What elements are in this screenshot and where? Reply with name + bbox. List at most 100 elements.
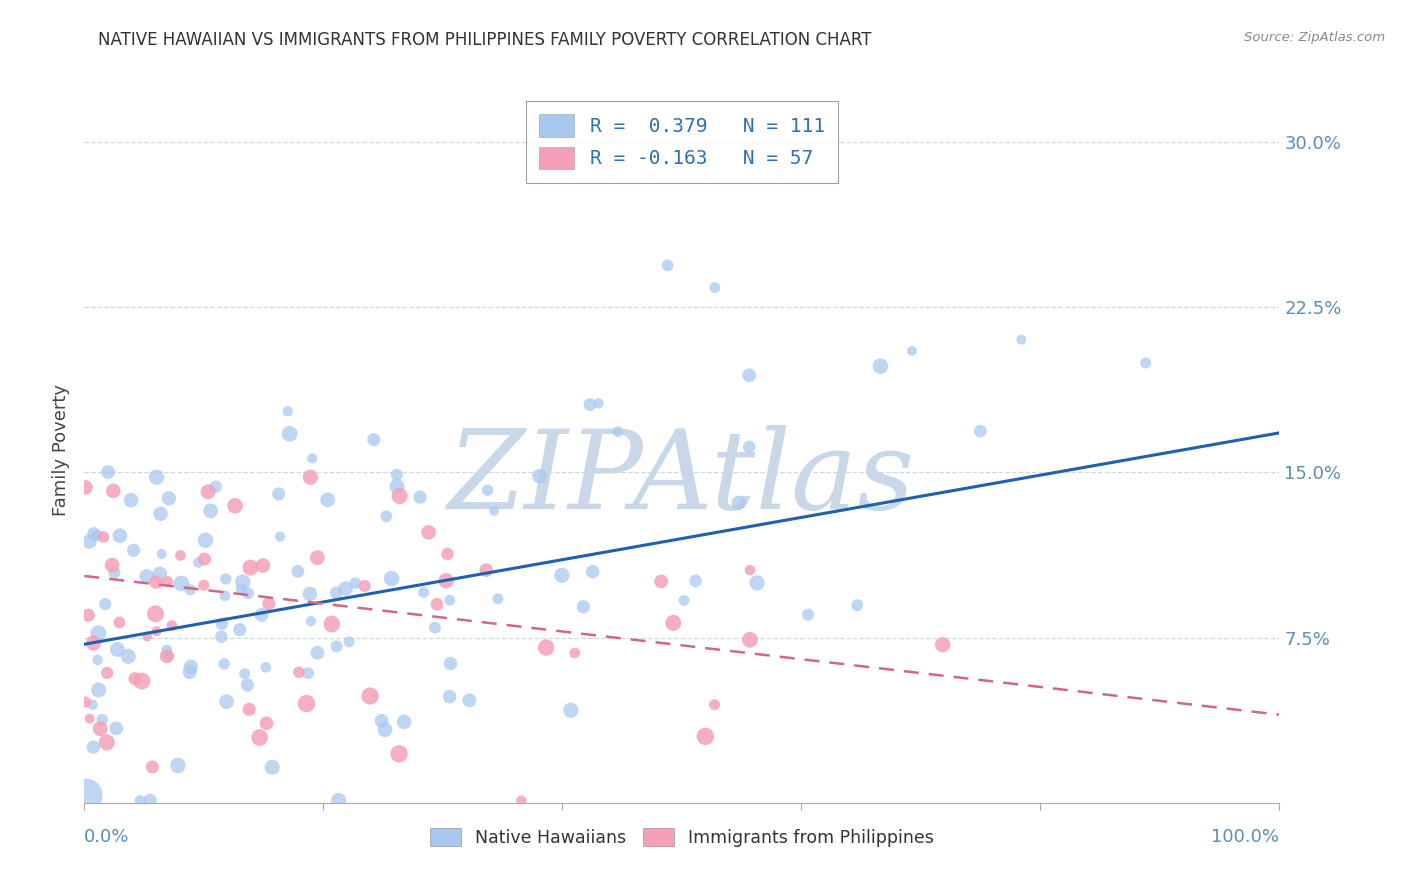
Point [120,493,142,508]
Point [82,636,104,650]
Point [149,567,172,582]
Point [475,563,498,577]
Point [124,672,146,686]
Point [375,509,398,524]
Point [149,507,172,521]
Point [363,433,385,447]
Point [564,646,586,660]
Point [703,698,725,712]
Point [156,574,179,589]
Point [335,582,357,596]
Point [262,760,284,774]
Point [458,693,481,707]
Point [328,794,350,808]
Point [325,586,347,600]
Point [337,635,360,649]
Point [141,760,163,774]
Point [215,572,238,586]
Point [86,529,108,543]
Point [135,569,157,583]
Point [1135,356,1157,370]
Point [97,465,120,479]
Point [797,607,820,622]
Point [139,794,162,808]
Point [418,525,440,540]
Point [256,716,278,731]
Point [209,630,232,644]
Point [91,713,114,727]
Point [277,404,299,418]
Point [409,490,432,504]
Point [695,730,717,744]
Point [738,368,761,383]
Point [157,491,180,506]
Point [359,689,381,703]
Point [385,479,408,493]
Point [673,593,696,607]
Point [229,623,252,637]
Point [846,598,869,612]
Point [869,359,891,374]
Y-axis label: Family Poverty: Family Poverty [52,384,70,516]
Point [156,649,179,664]
Point [380,572,402,586]
Point [160,618,183,632]
Point [103,483,125,498]
Point [150,547,173,561]
Point [83,526,105,541]
Point [187,556,209,570]
Point [79,534,101,549]
Point [180,659,202,673]
Text: 100.0%: 100.0% [1212,828,1279,846]
Point [145,624,167,639]
Point [298,587,321,601]
Point [287,565,309,579]
Point [439,657,461,671]
Point [299,470,322,484]
Point [200,504,222,518]
Point [392,714,415,729]
Point [353,579,375,593]
Point [136,630,159,644]
Point [239,560,262,574]
Legend: Native Hawaiians, Immigrants from Philippines: Native Hawaiians, Immigrants from Philip… [423,822,941,854]
Point [606,425,628,439]
Point [145,574,167,589]
Point [738,440,761,454]
Point [105,721,128,735]
Point [426,597,449,611]
Point [344,576,367,591]
Text: ZIPAtlas: ZIPAtlas [449,425,915,533]
Point [1010,333,1032,347]
Point [486,591,509,606]
Point [129,794,152,808]
Point [157,648,180,663]
Point [75,480,97,494]
Point [482,504,505,518]
Point [477,483,499,498]
Point [252,558,274,573]
Point [388,747,411,761]
Point [657,259,679,273]
Point [179,582,201,597]
Point [269,529,291,543]
Point [301,451,323,466]
Point [510,794,533,808]
Point [238,702,260,716]
Point [529,469,551,483]
Point [436,547,458,561]
Point [145,470,167,484]
Point [745,575,768,590]
Point [249,731,271,745]
Point [194,533,217,548]
Point [236,586,259,600]
Text: NATIVE HAWAIIAN VS IMMIGRANTS FROM PHILIPPINES FAMILY POVERTY CORRELATION CHART: NATIVE HAWAIIAN VS IMMIGRANTS FROM PHILI… [98,31,872,49]
Point [385,467,408,482]
Point [572,599,595,614]
Point [388,489,411,503]
Point [107,642,129,657]
Point [82,739,104,754]
Point [439,593,461,607]
Point [167,758,190,772]
Point [901,343,924,358]
